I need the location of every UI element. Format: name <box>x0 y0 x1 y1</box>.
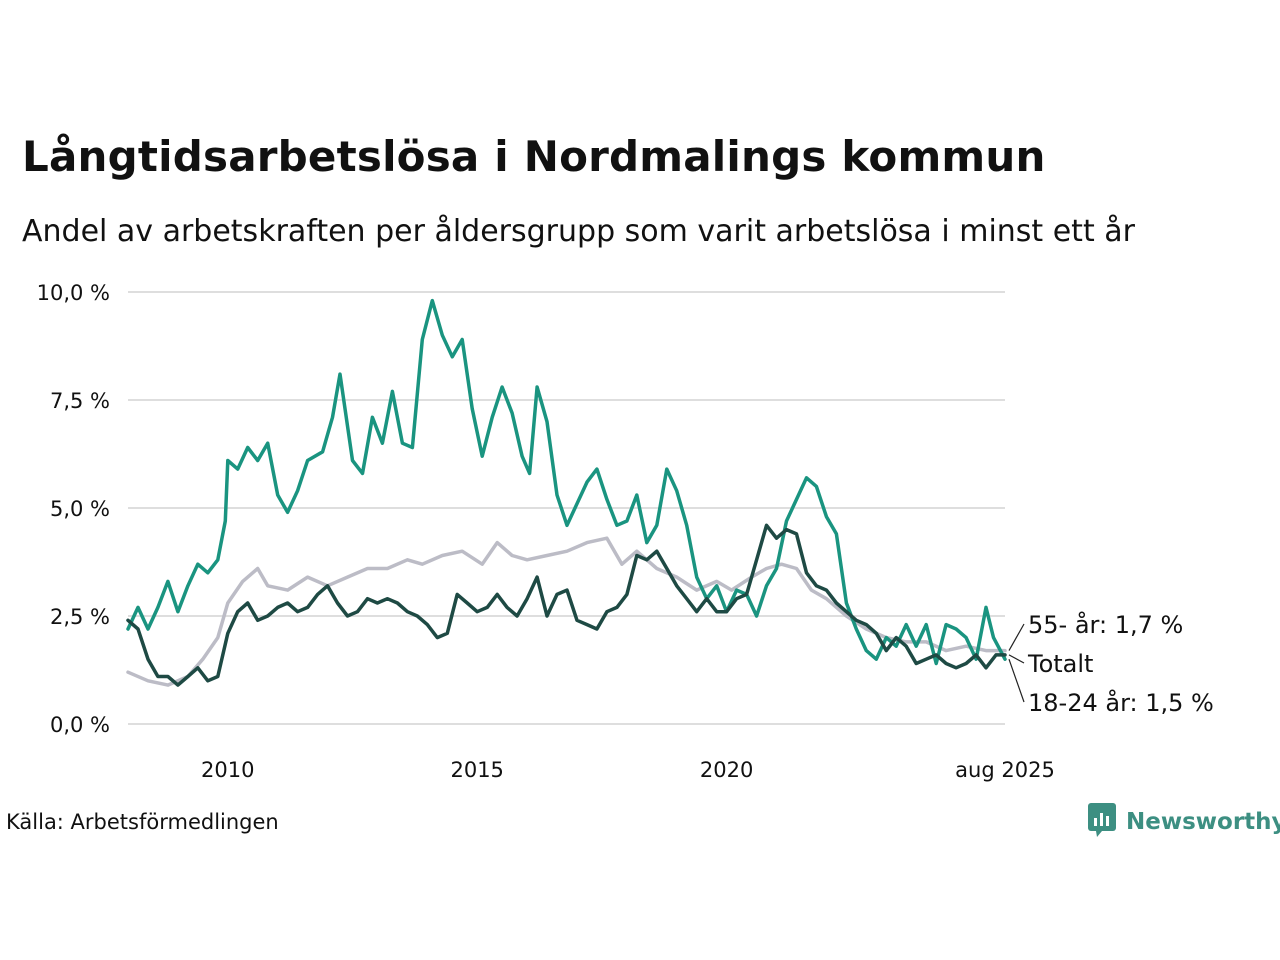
label-leader-line <box>1008 623 1025 651</box>
source-note: Källa: Arbetsförmedlingen <box>6 810 279 834</box>
label-leader-line <box>1008 654 1025 664</box>
x-axis-labels: 2010 2015 2020 aug 2025 <box>201 758 1055 782</box>
y-tick-label: 0,0 % <box>50 713 110 737</box>
series-end-label: 55- år: 1,7 % <box>1028 610 1183 639</box>
series-line <box>126 298 1007 666</box>
x-tick-label: 2010 <box>201 758 254 782</box>
x-tick-label: aug 2025 <box>955 758 1055 782</box>
grid-lines <box>128 291 1005 725</box>
y-tick-label: 10,0 % <box>37 281 110 305</box>
series-line <box>126 523 1007 687</box>
x-tick-label: 2015 <box>450 758 503 782</box>
series-end-label: Totalt <box>1027 650 1093 678</box>
newsworthy-logo-icon <box>1088 803 1118 841</box>
x-tick-label: 2020 <box>700 758 753 782</box>
brand-name: Newsworthy <box>1126 809 1280 835</box>
series-end-label: 18-24 år: 1,5 % <box>1028 688 1214 717</box>
label-leader-line <box>1008 659 1025 703</box>
series-line <box>126 536 1007 687</box>
series-lines <box>126 298 1007 687</box>
y-tick-label: 5,0 % <box>50 497 110 521</box>
brand-logo: Newsworthy <box>1088 803 1280 841</box>
y-tick-label: 7,5 % <box>50 389 110 413</box>
y-tick-label: 2,5 % <box>50 605 110 629</box>
chart-subtitle: Andel av arbetskraften per åldersgrupp s… <box>22 214 1135 249</box>
y-axis-labels: 0,0 % 2,5 % 5,0 % 7,5 % 10,0 % <box>37 281 110 737</box>
chart-title: Långtidsarbetslösa i Nordmalings kommun <box>22 132 1046 181</box>
series-end-labels: 55- år: 1,7 % Totalt 18-24 år: 1,5 % <box>1008 610 1214 717</box>
